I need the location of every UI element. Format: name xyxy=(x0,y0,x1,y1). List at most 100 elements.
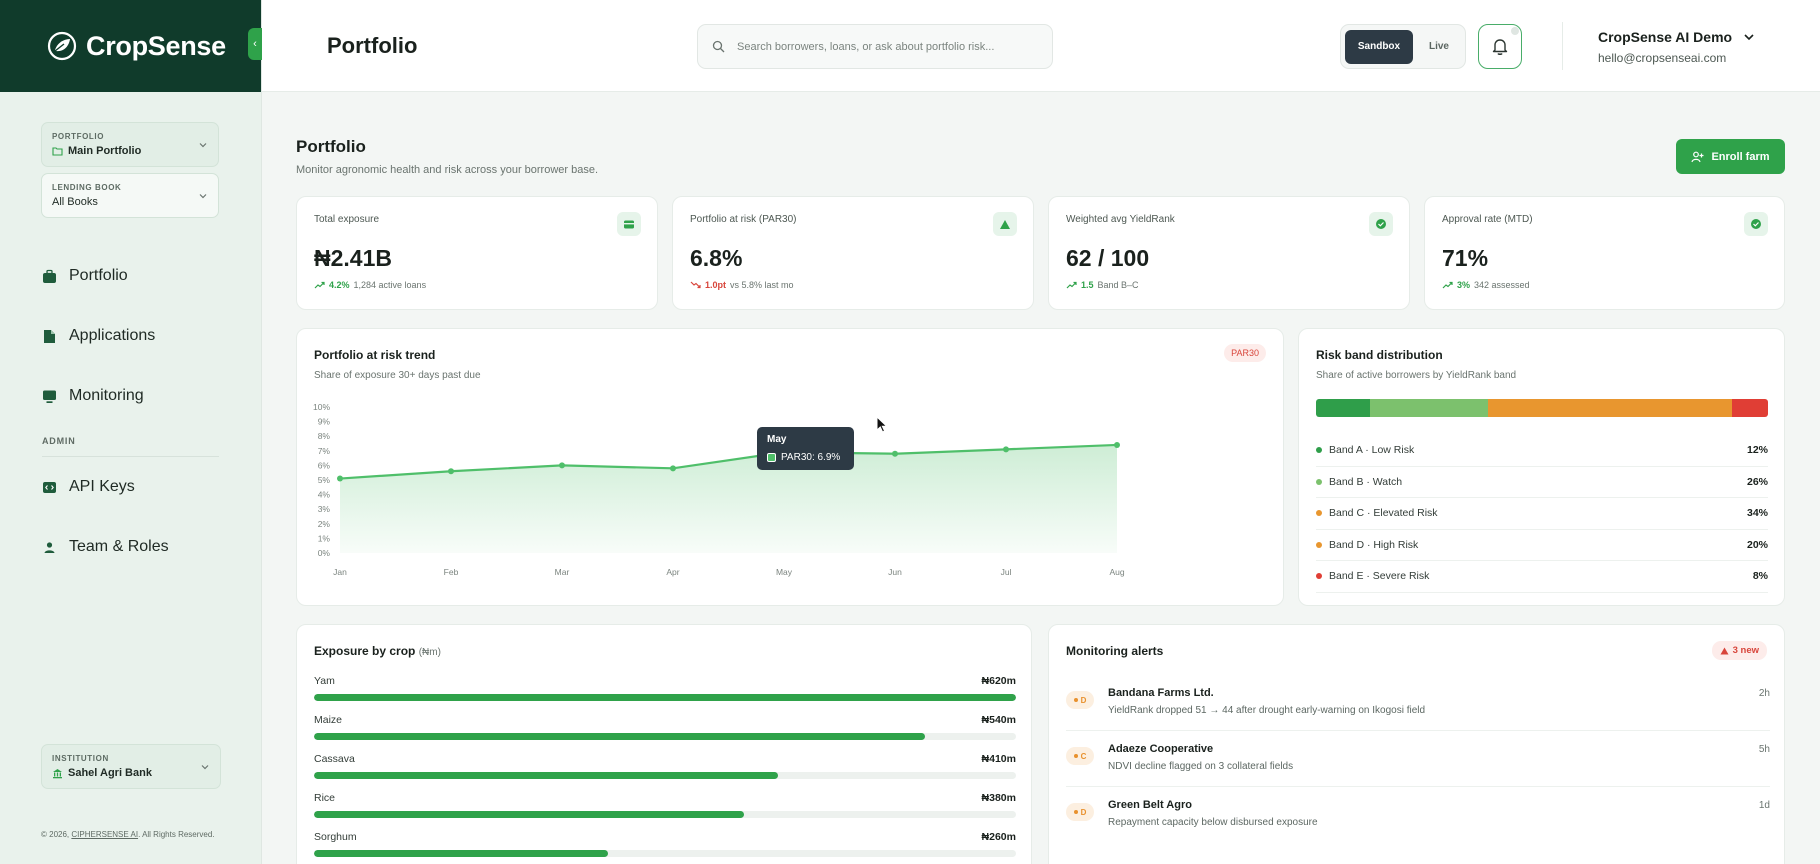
institution-value: Sahel Agri Bank xyxy=(68,767,152,779)
nav-item-label: Team & Roles xyxy=(69,538,169,555)
chevron-down-icon xyxy=(201,765,209,770)
card-title: Risk band distribution xyxy=(1316,348,1443,362)
kpi-card-approval-rate: Approval rate (MTD) 71% 3% 342 assessed xyxy=(1424,196,1785,310)
kpi-label: Weighted avg YieldRank xyxy=(1066,214,1175,225)
brand-name: CropSense xyxy=(86,30,226,61)
nav-item-label: Portfolio xyxy=(69,267,128,284)
nav-item-portfolio[interactable]: Portfolio xyxy=(0,246,261,306)
x-tick-label: Apr xyxy=(666,567,679,577)
kpi-note: 1,284 active loans xyxy=(353,280,427,290)
x-tick-label: Jun xyxy=(888,567,902,577)
alert-row[interactable]: C Adaeze Cooperative NDVI decline flagge… xyxy=(1066,731,1770,787)
divider xyxy=(42,456,219,457)
tooltip-value: PAR30: 6.9% xyxy=(781,452,841,463)
band-segment xyxy=(1487,399,1642,417)
kpi-delta-value: 1.0pt xyxy=(705,280,727,290)
nav-item-monitoring[interactable]: Monitoring xyxy=(0,366,261,426)
chevron-down-icon xyxy=(199,143,207,148)
kpi-label: Portfolio at risk (PAR30) xyxy=(690,214,797,225)
band-segment xyxy=(1731,399,1768,417)
data-point xyxy=(892,450,898,457)
institution-selector[interactable]: INSTITUTION Sahel Agri Bank xyxy=(41,744,221,789)
document-icon xyxy=(44,329,55,343)
kpi-card-total-exposure: Total exposure ₦2.41B 4.2% 1,284 active … xyxy=(296,196,658,310)
crop-row: Sorghum ₦260m xyxy=(314,831,1016,864)
data-point xyxy=(448,468,454,475)
notifications-button[interactable] xyxy=(1478,24,1522,69)
alert-row[interactable]: D Bandana Farms Ltd. YieldRank dropped 5… xyxy=(1066,675,1770,731)
collapse-sidebar-button[interactable]: ‹ xyxy=(248,28,262,60)
check-circle-icon xyxy=(1369,212,1393,236)
x-tick-label: Aug xyxy=(1109,567,1124,577)
bell-icon xyxy=(1492,39,1508,55)
data-point xyxy=(559,462,565,469)
crop-amount: ₦380m xyxy=(981,792,1016,804)
lending-book-value: All Books xyxy=(52,196,98,208)
trend-down-icon xyxy=(690,281,701,289)
bank-icon xyxy=(53,768,62,778)
alert-time: 1d xyxy=(1758,800,1770,811)
enroll-farm-button[interactable]: Enroll farm xyxy=(1676,139,1785,174)
crop-bar xyxy=(314,850,609,857)
crop-name: Rice xyxy=(314,792,336,804)
user-menu[interactable]: CropSense AI Demo hello@cropsenseai.com xyxy=(1598,29,1754,65)
user-name: CropSense AI Demo xyxy=(1598,29,1733,45)
topbar: Portfolio Sandbox Live CropSense AI Demo… xyxy=(262,0,1820,92)
copyright-link[interactable]: CIPHERSENSE AI xyxy=(71,830,139,839)
alert-row[interactable]: D Green Belt Agro Repayment capacity bel… xyxy=(1066,787,1770,843)
portfolio-selector-value: Main Portfolio xyxy=(68,145,142,157)
kpi-label: Approval rate (MTD) xyxy=(1442,214,1533,225)
lending-book-selector[interactable]: LENDING BOOK All Books xyxy=(41,173,219,218)
crop-name: Cassava xyxy=(314,753,355,765)
portfolio-selector[interactable]: PORTFOLIO Main Portfolio xyxy=(41,122,219,167)
y-tick-label: 8% xyxy=(318,431,331,441)
data-point xyxy=(1003,446,1009,453)
kpi-delta-value: 1.5 xyxy=(1081,280,1094,290)
nav-item-team-roles[interactable]: Team & Roles xyxy=(0,517,261,577)
card-subtitle: Share of exposure 30+ days past due xyxy=(314,370,481,381)
kpi-value: 71% xyxy=(1442,245,1489,271)
y-tick-label: 0% xyxy=(318,548,331,558)
par30-badge: PAR30 xyxy=(1224,344,1266,362)
band-segment xyxy=(1316,399,1371,417)
card-title: Monitoring alerts xyxy=(1066,644,1164,658)
band-segment xyxy=(1370,399,1488,417)
kpi-note: Band B–C xyxy=(1097,280,1139,290)
page-title: Portfolio xyxy=(327,33,418,58)
x-tick-label: Jul xyxy=(1001,567,1012,577)
band-row: Band D · High Risk 20% xyxy=(1316,530,1768,561)
kpi-note: vs 5.8% last mo xyxy=(730,280,794,290)
band-color-dot xyxy=(1316,478,1322,485)
enroll-farm-label: Enroll farm xyxy=(1711,150,1770,163)
alert-description: NDVI decline flagged on 3 collateral fie… xyxy=(1108,761,1294,772)
check-circle-icon xyxy=(1744,212,1768,236)
lending-book-label: LENDING BOOK xyxy=(52,183,122,192)
data-point xyxy=(1114,441,1120,448)
data-point xyxy=(337,475,343,482)
crop-name: Yam xyxy=(314,675,335,687)
search-input[interactable] xyxy=(737,40,1037,53)
sidebar: CropSense ‹ PORTFOLIO Main Portfolio LEN… xyxy=(0,0,262,864)
nav-item-label: Monitoring xyxy=(69,387,144,404)
series-line xyxy=(339,443,1118,480)
search-bar[interactable] xyxy=(697,24,1053,69)
briefcase-icon xyxy=(43,269,56,283)
new-alerts-badge: 3 new xyxy=(1711,641,1767,660)
crop-row: Yam ₦620m xyxy=(314,675,1016,714)
data-point xyxy=(670,465,676,472)
unit-label: (₦m) xyxy=(418,647,441,658)
sandbox-button[interactable]: Sandbox xyxy=(1345,29,1413,64)
environment-toggle: Sandbox Live xyxy=(1340,24,1466,69)
alert-borrower: Adaeze Cooperative xyxy=(1108,743,1214,755)
band-color-dot xyxy=(1316,541,1322,548)
crop-bar xyxy=(314,772,779,779)
kpi-value: ₦2.41B xyxy=(314,245,392,271)
nav-item-api-keys[interactable]: API Keys xyxy=(0,457,261,517)
band-row: Band C · Elevated Risk 34% xyxy=(1316,498,1768,530)
tooltip-month: May xyxy=(767,434,787,445)
nav-item-applications[interactable]: Applications xyxy=(0,306,261,366)
crop-amount: ₦540m xyxy=(981,714,1016,726)
trend-up-icon xyxy=(1066,281,1077,289)
band-chip: D xyxy=(1066,691,1094,709)
live-button[interactable]: Live xyxy=(1428,41,1449,52)
